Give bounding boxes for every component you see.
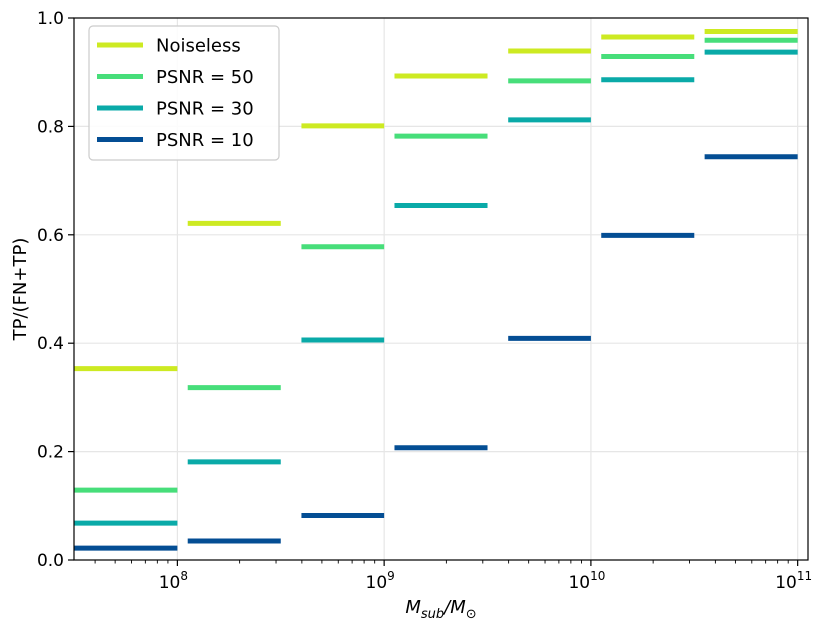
legend-box [88,25,280,161]
x-tick-label: 1011 [775,569,812,593]
x-tick-label: 109 [366,569,395,593]
x-axis-label: Msub/M⊙ [405,597,476,622]
x-tick-label: 1010 [568,569,605,593]
legend-entry-label: Noiseless [156,36,241,57]
y-tick-label: 1.0 [37,9,64,29]
y-tick-label: 0.2 [37,443,64,463]
y-tick-label: 0.8 [37,117,64,137]
legend-entry-label: PSNR = 30 [156,99,254,120]
x-tick-label: 108 [159,569,188,593]
legend-entry-label: PSNR = 10 [156,130,254,151]
y-tick-label: 0.4 [37,334,64,354]
plot-frame [73,17,809,561]
labels-layer: 0.0 0.2 0.4 0.6 0.8 1.0 108 109 1010 1011 TP/(FN+T… [10,9,812,622]
y-tick-label: 0.0 [37,551,64,571]
legend: Noiseless PSNR = 50 PSNR = 30 PSNR = 10 [88,25,280,161]
y-tick-label: 0.6 [37,226,64,246]
series-layer [74,29,798,551]
ticks-layer [68,17,799,566]
y-axis-label: TP/(FN+TP) [10,238,31,342]
legend-entry-label: PSNR = 50 [156,67,254,88]
